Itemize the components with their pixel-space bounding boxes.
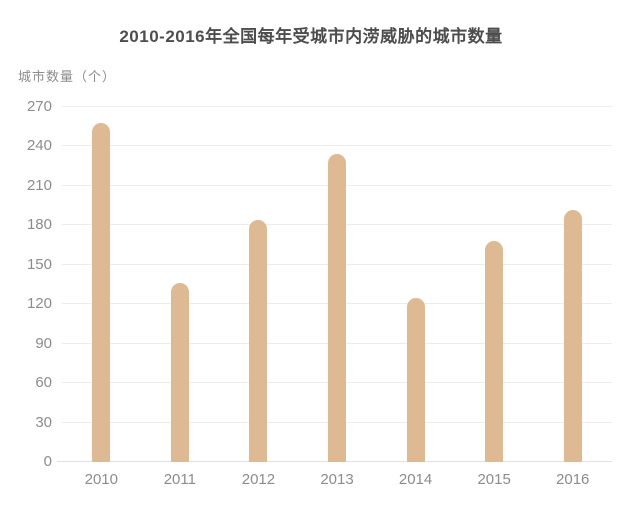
x-tick-label-2014: 2014 bbox=[398, 471, 433, 488]
y-tick-label-210: 210 bbox=[26, 176, 52, 194]
y-tick-label-240: 240 bbox=[26, 137, 52, 155]
x-tick-label-2013: 2013 bbox=[320, 471, 354, 488]
x-tick-label-2010: 2010 bbox=[84, 471, 118, 488]
bar-2013 bbox=[328, 154, 346, 462]
y-axis-unit-label: 城市数量（个） bbox=[18, 69, 117, 84]
x-tick-label-2015: 2015 bbox=[477, 471, 511, 488]
bar-2011 bbox=[170, 283, 189, 462]
gridline-240 bbox=[62, 145, 612, 147]
y-tick-label-180: 180 bbox=[26, 216, 52, 234]
y-tick-label-60: 60 bbox=[35, 374, 52, 392]
y-tick-label-270: 270 bbox=[26, 98, 52, 115]
bar-2010 bbox=[92, 122, 111, 462]
x-tick-label-2012: 2012 bbox=[241, 471, 276, 488]
x-tick-label-2011: 2011 bbox=[163, 471, 196, 488]
y-tick-label-30: 30 bbox=[35, 413, 52, 431]
plot-area bbox=[57, 106, 612, 462]
x-tick-label-2016: 2016 bbox=[556, 471, 590, 488]
bar-2016 bbox=[563, 209, 582, 462]
y-axis-ticks: 0 30 60 90 120 150 180 210 240 270 bbox=[0, 98, 52, 470]
x-axis-ticks: 2010 2011 2012 2013 2014 2015 2016 bbox=[62, 471, 612, 491]
gridline-270 bbox=[62, 106, 612, 107]
y-tick-label-0: 0 bbox=[43, 453, 52, 470]
bar-2015 bbox=[485, 241, 504, 462]
y-tick-label-90: 90 bbox=[35, 334, 52, 352]
bar-2012 bbox=[249, 220, 268, 462]
chart-title: 2010-2016年全国每年受城市内涝威胁的城市数量 bbox=[119, 27, 503, 46]
bar-2014 bbox=[406, 297, 425, 462]
y-tick-label-120: 120 bbox=[26, 295, 52, 313]
y-tick-label-150: 150 bbox=[26, 255, 52, 273]
